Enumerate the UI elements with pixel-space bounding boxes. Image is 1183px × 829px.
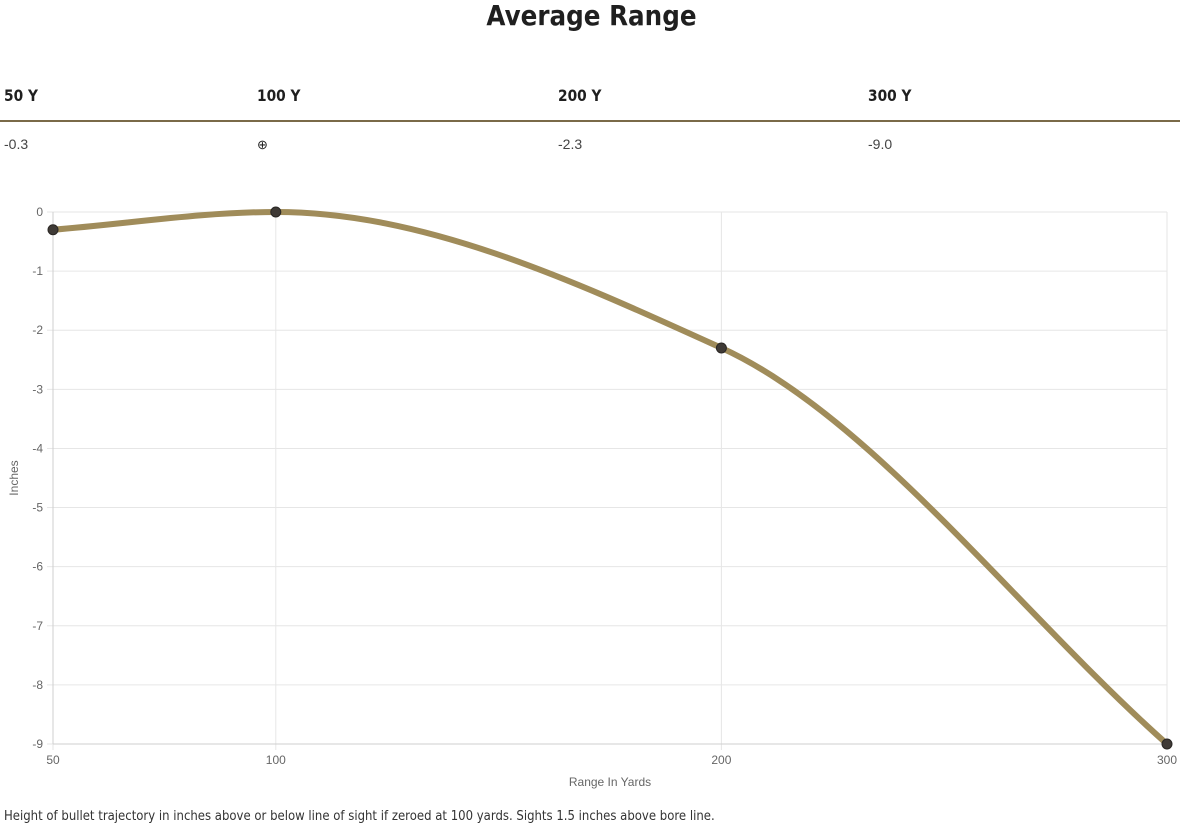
x-axis-label: Range In Yards: [569, 775, 651, 789]
data-point: [1161, 738, 1173, 750]
x-tick-label: 300: [1157, 753, 1177, 767]
data-point: [47, 224, 59, 236]
range-value-50: -0.3: [4, 136, 29, 152]
y-tick-label: -8: [32, 678, 43, 692]
x-tick-label: 100: [266, 753, 286, 767]
chart-axes: 0 -1 -2 -3 -4 -5 -6 -7 -8 -950 100 200 300: [32, 205, 1177, 767]
chart-caption: Height of bullet trajectory in inches ab…: [4, 809, 715, 824]
trajectory-chart: 0 -1 -2 -3 -4 -5 -6 -7 -8 -950 100 200 300 Range In …: [7, 205, 1177, 789]
range-header-300: 300 Y: [868, 86, 912, 105]
y-tick-label: -5: [32, 501, 43, 515]
range-table-values: -0.3 ⊕ -2.3 -9.0: [0, 122, 1180, 162]
y-tick-label: -7: [32, 619, 43, 633]
range-header-50: 50 Y: [4, 86, 38, 105]
chart-title: Average Range: [486, 0, 697, 32]
x-tick-label: 50: [46, 753, 60, 767]
range-header-100: 100 Y: [257, 86, 301, 105]
y-tick-label: 0: [36, 205, 43, 219]
y-tick-label: -3: [32, 382, 43, 396]
range-table-header: 50 Y 100 Y 200 Y 300 Y: [0, 84, 1180, 122]
y-axis-label: Inches: [7, 460, 21, 495]
chart-series: [47, 206, 1173, 750]
range-value-100: ⊕: [257, 136, 268, 153]
x-tick-label: 200: [711, 753, 731, 767]
y-tick-label: -4: [32, 441, 43, 455]
y-tick-label: -1: [32, 264, 43, 278]
y-tick-label: -2: [32, 323, 43, 337]
range-value-200: -2.3: [558, 136, 583, 152]
range-table: 50 Y 100 Y 200 Y 300 Y -0.3 ⊕ -2.3 -9.0: [0, 84, 1180, 162]
range-value-300: -9.0: [868, 136, 893, 152]
trajectory-line: [50, 209, 1170, 747]
data-point: [270, 206, 282, 218]
y-tick-label: -9: [32, 737, 43, 751]
y-tick-label: -6: [32, 560, 43, 574]
chart-grid: [52, 211, 1168, 745]
range-header-200: 200 Y: [558, 86, 602, 105]
crosshair-icon: ⊕: [257, 137, 268, 152]
data-point: [715, 342, 727, 354]
